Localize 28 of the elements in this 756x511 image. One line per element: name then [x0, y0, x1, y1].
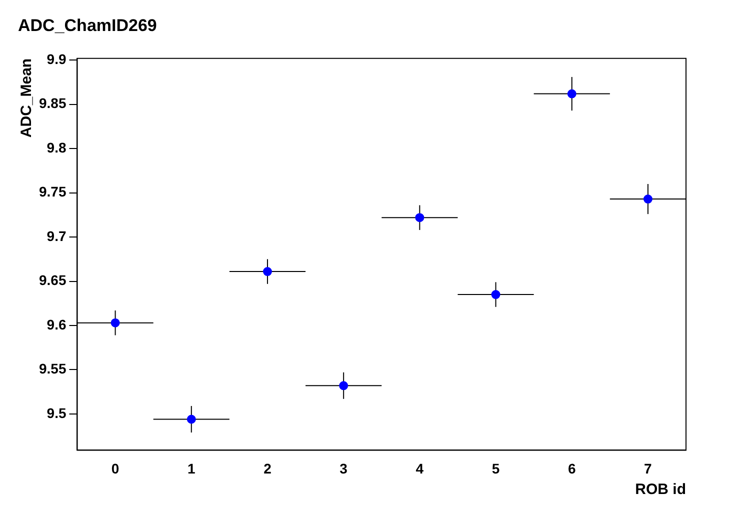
y-tick-label: 9.9 — [46, 51, 66, 68]
x-tick-label: 2 — [264, 460, 272, 476]
y-tick-label: 9.85 — [39, 95, 66, 112]
point — [415, 213, 424, 222]
y-tick-label: 9.75 — [39, 184, 66, 200]
point — [186, 414, 196, 424]
x-tick-label: 7 — [644, 460, 652, 476]
point — [262, 267, 272, 276]
y-tick-label: 9.55 — [39, 360, 66, 377]
point — [339, 381, 348, 390]
y-tick-label: 9.5 — [46, 404, 66, 421]
point — [567, 89, 576, 98]
y-tick-label: 9.6 — [46, 316, 66, 332]
chart-title: ADC_ChamID269 — [18, 16, 157, 35]
point — [643, 194, 652, 204]
x-tick-label: 5 — [492, 460, 500, 476]
x-axis-title: ROB id — [635, 481, 686, 498]
x-tick-label: 3 — [340, 460, 348, 476]
x-tick-label: 1 — [187, 460, 196, 476]
y-tick-label: 9.65 — [39, 272, 66, 288]
x-tick-label: 6 — [568, 460, 576, 476]
x-tick-label: 4 — [416, 460, 424, 476]
point — [491, 290, 500, 300]
point — [110, 318, 120, 328]
y-tick-label: 9.8 — [46, 139, 66, 156]
y-tick-label: 9.7 — [46, 228, 66, 244]
x-tick-label: 0 — [111, 460, 120, 476]
y-axis-title: ADC_Mean — [18, 58, 36, 138]
